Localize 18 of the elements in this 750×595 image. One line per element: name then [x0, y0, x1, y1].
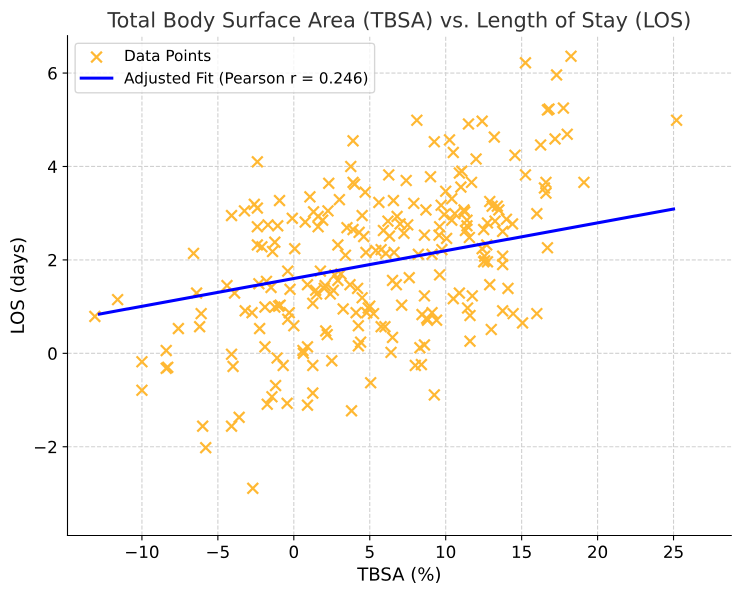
y-axis-title: LOS (days)	[10, 238, 28, 333]
y-tick-label: 0	[48, 347, 57, 360]
x-tick-label: 15	[512, 546, 531, 558]
x-tick-label: −5	[207, 546, 229, 558]
legend-label: Adjusted Fit (Pearson r = 0.246)	[124, 72, 368, 87]
x-tick-label: 5	[366, 546, 374, 558]
x-tick-label: 20	[588, 546, 608, 558]
x-tick-label: −10	[126, 546, 158, 558]
y-tick-label: 2	[48, 254, 56, 266]
y-tick-label: 6	[48, 67, 57, 80]
x-tick-label: 25	[664, 546, 683, 558]
x-tick-label: 0	[290, 546, 298, 558]
legend-label: Data Points	[126, 49, 210, 62]
x-tick-label: 10	[436, 546, 456, 558]
chart-title: Total Body Surface Area (TBSA) vs. Length of Stay (LOS)	[107, 12, 690, 32]
y-tick-label: 4	[48, 160, 57, 173]
x-axis-title: TBSA (%)	[357, 566, 440, 584]
y-tick-label: −2	[34, 440, 56, 454]
